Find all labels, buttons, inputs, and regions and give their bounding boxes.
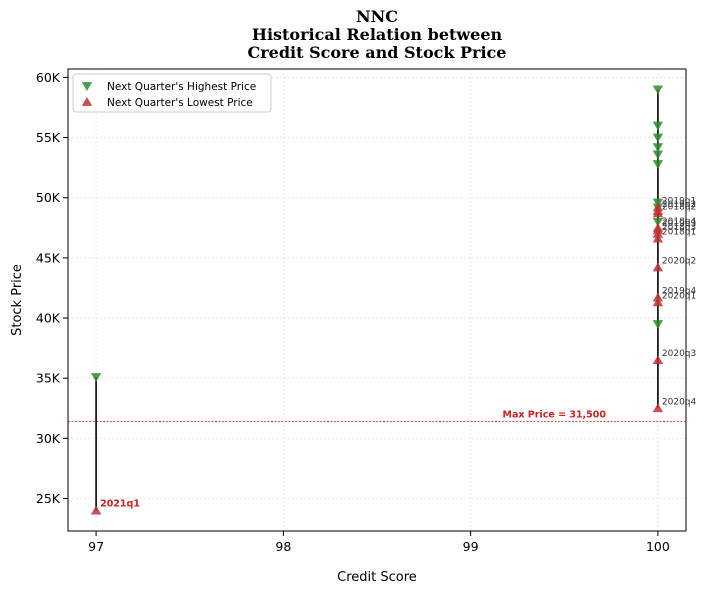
grid-lines xyxy=(68,69,686,531)
data-markers xyxy=(90,85,664,515)
x-tick-label: 97 xyxy=(88,539,104,554)
x-tick-label: 100 xyxy=(646,539,670,554)
x-axis-ticks: 97 98 99 100 xyxy=(88,531,670,554)
x-tick-label: 99 xyxy=(463,539,479,554)
x-axis-label: Credit Score xyxy=(337,570,417,585)
y-tick-label: 55K xyxy=(36,130,61,145)
quarter-label: 2018q4 xyxy=(662,217,697,227)
plot-frame xyxy=(67,68,687,532)
high-price-marker xyxy=(652,217,664,227)
quarter-label: 2020q1 xyxy=(662,291,696,301)
low-price-marker xyxy=(90,505,102,515)
legend-marker xyxy=(81,97,93,106)
high-price-marker xyxy=(652,160,664,169)
y-axis-label: Stock Price xyxy=(10,264,25,336)
quarter-label: 2019q4 xyxy=(662,287,697,297)
quarter-label: 2020q3 xyxy=(662,349,696,359)
high-price-marker xyxy=(652,121,664,131)
low-price-marker xyxy=(652,355,664,365)
legend-entry-label: Next Quarter's Highest Price xyxy=(107,81,256,93)
quarter-label: 2018q2 xyxy=(662,202,696,212)
chart-title-line: Historical Relation between xyxy=(252,25,503,44)
quarter-label: 2019q2 xyxy=(662,200,696,210)
low-price-marker xyxy=(652,297,664,307)
chart-title-line: Credit Score and Stock Price xyxy=(248,43,507,62)
y-axis-ticks: 25K 30K 35K 40K 45K 50K 55K 60K xyxy=(36,70,68,506)
low-price-marker xyxy=(652,208,664,218)
reference-line: Max Price = 31,500 xyxy=(68,410,686,422)
quarter-label: 2020q2 xyxy=(662,257,696,267)
y-tick-label: 45K xyxy=(36,250,61,265)
low-price-marker xyxy=(652,233,664,243)
quarter-label: 2019q3 xyxy=(662,219,696,229)
y-tick-label: 60K xyxy=(36,70,61,85)
quarter-label: 2018q3 xyxy=(662,223,696,233)
range-lines xyxy=(95,89,659,511)
chart-title-line: NNC xyxy=(356,7,398,26)
high-price-marker xyxy=(652,150,664,160)
max-price-label: Max Price = 31,500 xyxy=(502,410,606,421)
legend-marker xyxy=(81,82,93,91)
high-price-marker xyxy=(90,373,102,382)
high-price-marker xyxy=(652,85,664,95)
legend: Next Quarter's Highest Price Next Quarter… xyxy=(72,73,272,113)
high-price-marker xyxy=(652,143,664,153)
y-tick-label: 25K xyxy=(36,491,61,506)
legend-entry-label: Next Quarter's Lowest Price xyxy=(107,97,253,109)
y-tick-label: 40K xyxy=(36,311,61,326)
y-tick-label: 35K xyxy=(36,371,61,386)
y-tick-label: 30K xyxy=(36,431,61,446)
legend-box xyxy=(72,73,272,113)
high-price-marker xyxy=(652,320,664,330)
low-price-marker xyxy=(652,292,664,302)
quarter-label: 2020q4 xyxy=(662,397,697,407)
high-price-marker xyxy=(652,133,664,143)
low-price-marker xyxy=(652,228,664,238)
y-tick-label: 50K xyxy=(36,190,61,205)
low-price-marker xyxy=(652,262,664,272)
quarter-label: 2021q1 xyxy=(100,499,140,510)
x-tick-label: 98 xyxy=(275,539,291,554)
quarter-label: 2018q1 xyxy=(662,228,696,238)
quarter-label: 2019q1 xyxy=(662,196,696,206)
low-price-marker xyxy=(652,403,664,413)
